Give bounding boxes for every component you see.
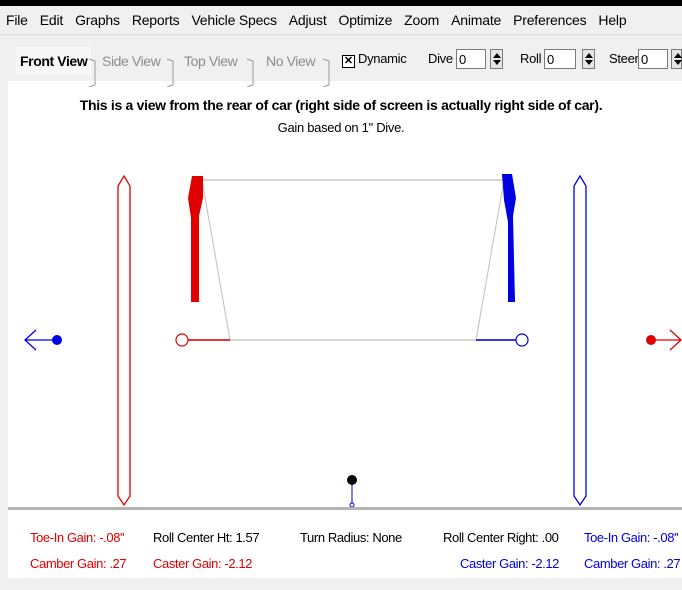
left-lower-pivot xyxy=(175,333,189,347)
roll-input[interactable]: 0 xyxy=(544,49,576,69)
steer-input[interactable]: 0 xyxy=(638,49,668,69)
roll-center-right: Roll Center Right: .00 xyxy=(443,530,559,545)
roll-spinner[interactable] xyxy=(582,49,595,69)
left-strut-line xyxy=(201,179,231,341)
right-strut-line xyxy=(475,179,505,341)
left-toe-in-gain: Toe-In Gain: -.08'' xyxy=(30,530,125,545)
roll-label: Roll xyxy=(520,51,542,66)
frame-left-border xyxy=(0,81,8,590)
menu-bar: File Edit Graphs Reports Vehicle Specs A… xyxy=(0,6,682,35)
tab-front-view[interactable]: Front View xyxy=(16,47,92,75)
left-camber-gain: Camber Gain: .27 xyxy=(30,556,127,571)
menu-edit[interactable]: Edit xyxy=(39,12,64,28)
dive-input[interactable]: 0 xyxy=(456,49,486,69)
roll-center-dot xyxy=(347,475,357,485)
suspension-view-canvas xyxy=(8,92,682,510)
status-strip xyxy=(0,578,682,590)
dynamic-label: Dynamic xyxy=(358,51,407,66)
menu-optimize[interactable]: Optimize xyxy=(338,12,393,28)
window-top-edge xyxy=(0,0,682,6)
tab-separator xyxy=(88,58,96,87)
dynamic-checkbox[interactable]: ✕ xyxy=(342,55,355,68)
right-lower-pivot xyxy=(515,333,529,347)
menu-adjust[interactable]: Adjust xyxy=(288,12,327,28)
right-caster-gain: Caster Gain: -2.12 xyxy=(460,556,560,571)
tab-separator xyxy=(322,58,330,87)
left-instant-center-dot xyxy=(52,335,62,345)
tab-separator xyxy=(246,58,254,87)
left-upright xyxy=(188,176,203,302)
left-tire xyxy=(117,174,131,507)
menu-file[interactable]: File xyxy=(6,12,28,28)
dive-spinner[interactable] xyxy=(490,49,503,69)
right-instant-center-dot xyxy=(646,335,656,345)
menu-zoom[interactable]: Zoom xyxy=(404,12,440,28)
menu-animate[interactable]: Animate xyxy=(451,12,502,28)
view-title: This is a view from the rear of car (rig… xyxy=(79,97,603,113)
tab-no-view[interactable]: No View xyxy=(266,53,316,69)
tab-top-view[interactable]: Top View xyxy=(184,53,238,69)
right-tire xyxy=(573,174,587,507)
dive-label: Dive xyxy=(428,51,453,66)
ground-line xyxy=(8,507,682,510)
right-camber-gain: Camber Gain: .27 xyxy=(584,556,681,571)
menu-reports[interactable]: Reports xyxy=(131,12,180,28)
tab-side-view[interactable]: Side View xyxy=(102,53,161,69)
menu-help[interactable]: Help xyxy=(598,12,627,28)
right-upright xyxy=(502,174,516,302)
roll-center-height: Roll Center Ht: 1.57 xyxy=(153,530,260,545)
menu-preferences[interactable]: Preferences xyxy=(513,12,587,28)
right-toe-in-gain: Toe-In Gain: -.08'' xyxy=(584,530,679,545)
view-toolbar: Front View Side View Top View No View ✕ … xyxy=(0,35,682,87)
tab-separator xyxy=(166,58,174,87)
menu-graphs[interactable]: Graphs xyxy=(75,12,120,28)
view-subtitle: Gain based on 1'' Dive. xyxy=(277,120,405,135)
menu-vehicle-specs[interactable]: Vehicle Specs xyxy=(191,12,277,28)
left-caster-gain: Caster Gain: -2.12 xyxy=(153,556,253,571)
steer-label: Steer xyxy=(609,51,639,66)
turn-radius: Turn Radius: None xyxy=(300,530,402,545)
